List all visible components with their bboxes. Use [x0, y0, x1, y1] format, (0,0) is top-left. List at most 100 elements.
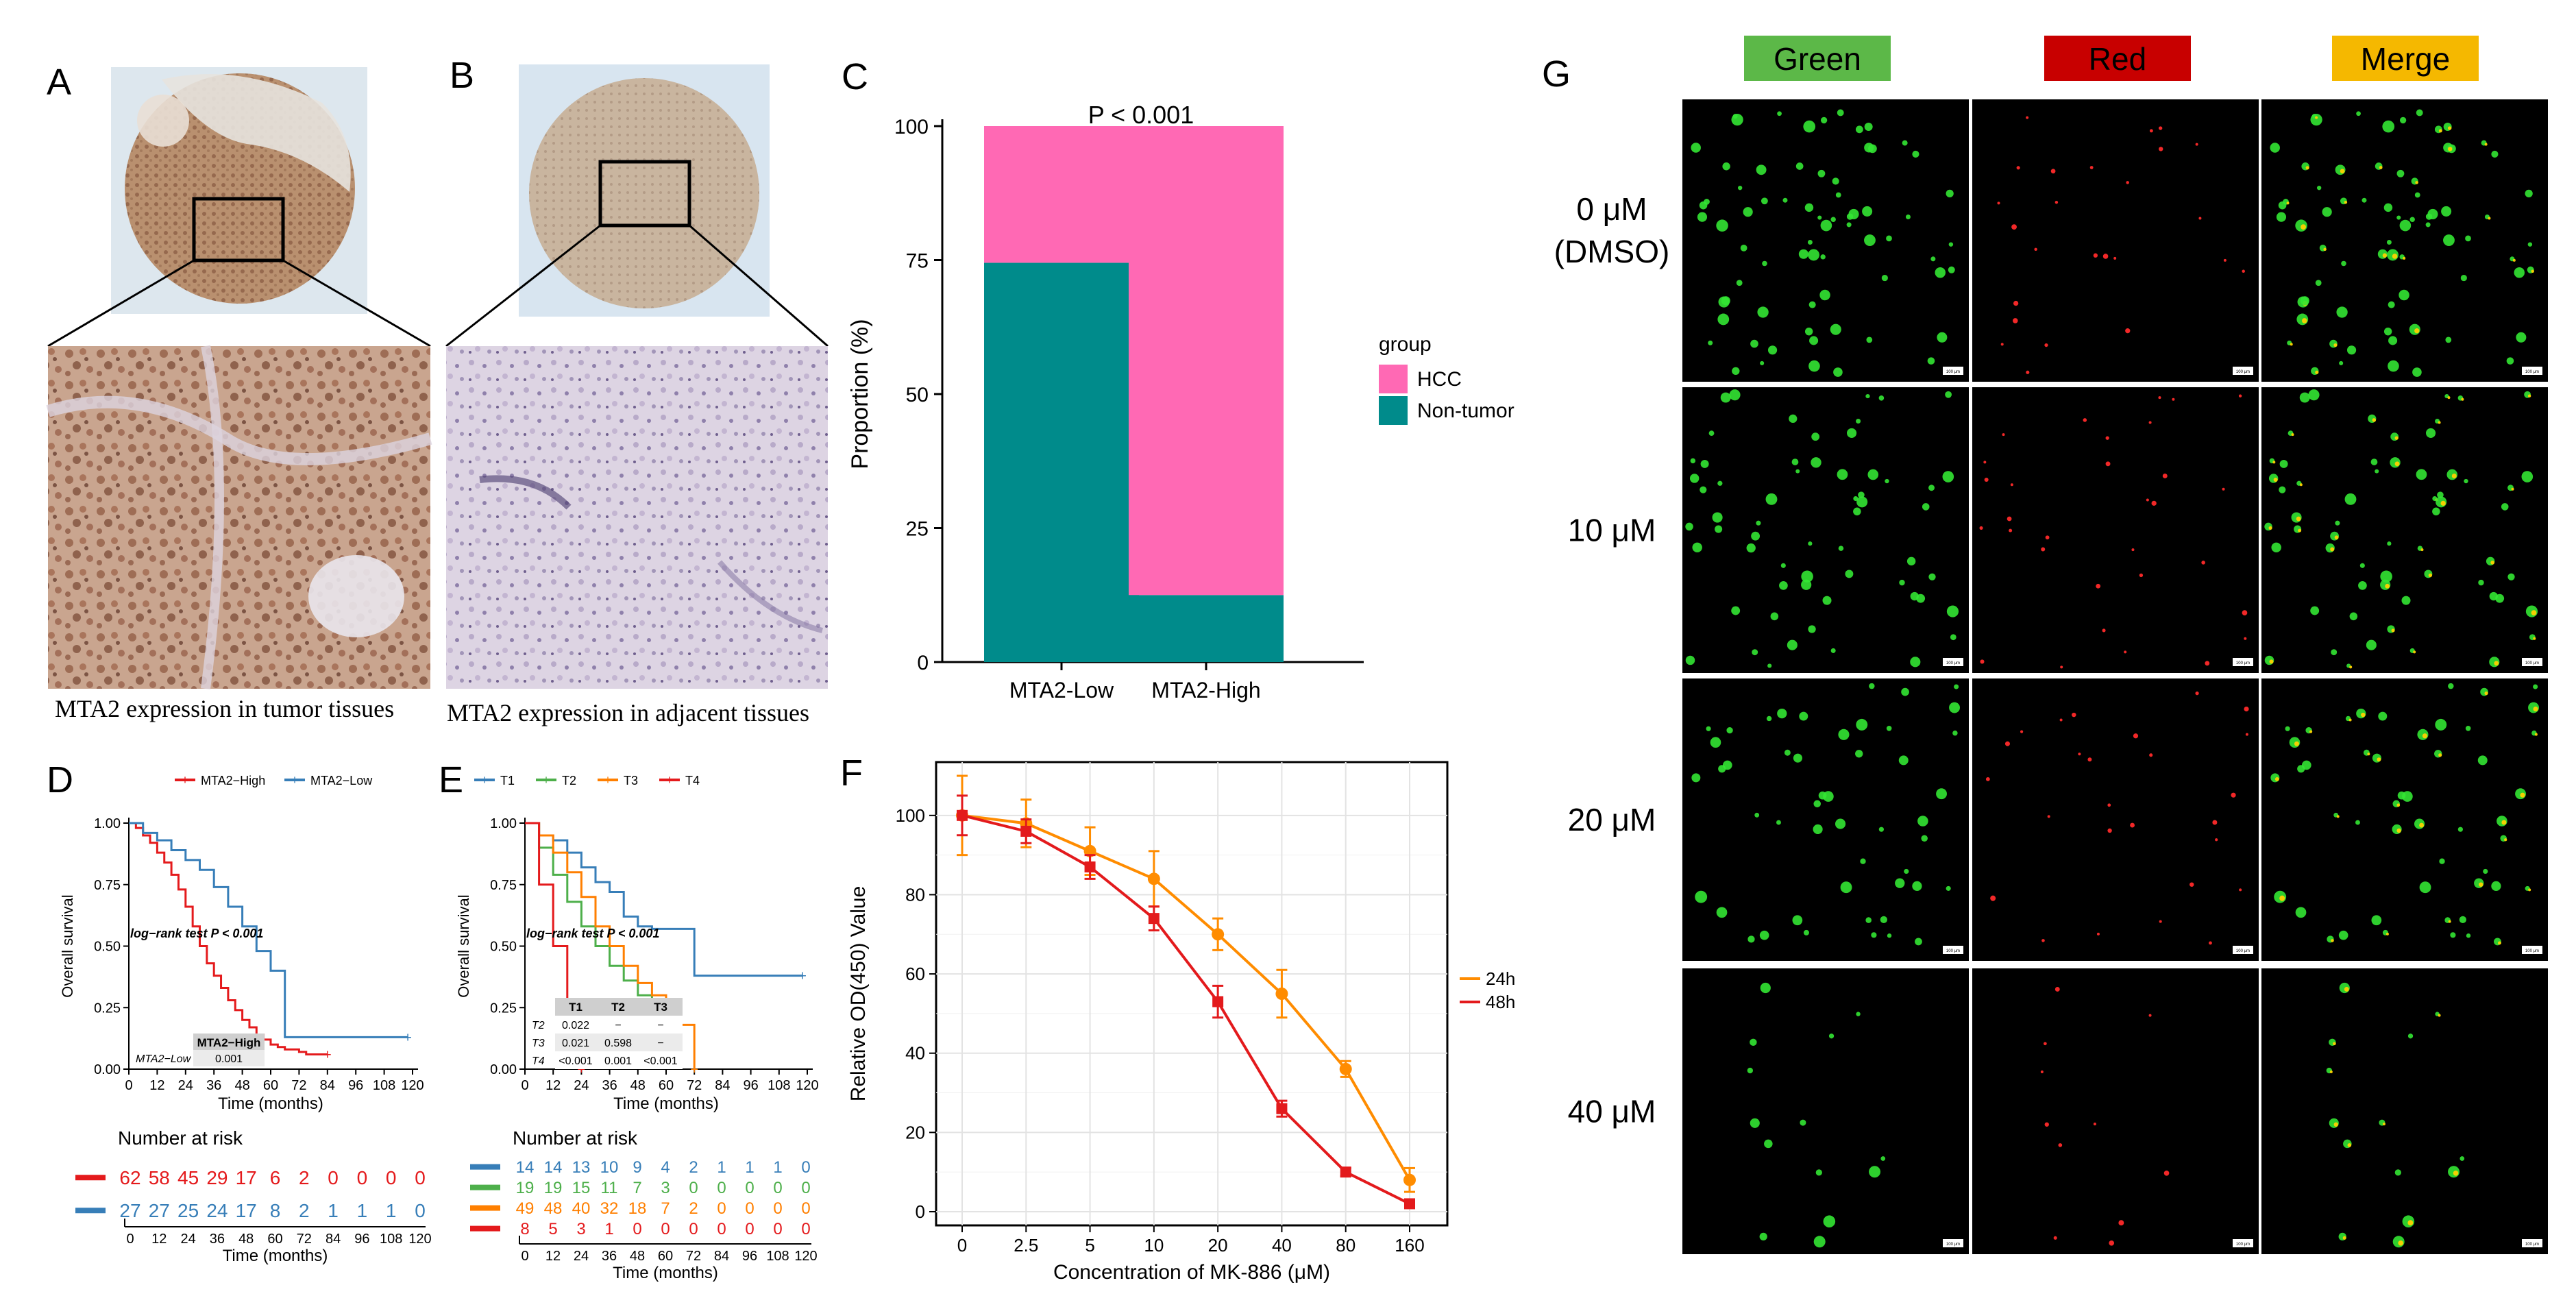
- scale-bar-label: 100 μm: [1946, 949, 1960, 953]
- cell-green: [1946, 189, 1954, 198]
- risk-count: 0: [773, 1199, 782, 1218]
- panel-label-f: F: [840, 753, 863, 794]
- cell-green: [1700, 459, 1709, 468]
- cell-green: [1954, 684, 1959, 689]
- cell-red: [2349, 665, 2353, 669]
- data-point: [1276, 1103, 1288, 1114]
- legend-label: T2: [562, 774, 576, 787]
- cell-green: [1716, 907, 1728, 918]
- data-point: [1084, 861, 1096, 872]
- risk-count: 0: [717, 1199, 726, 1218]
- cell-green: [1837, 109, 1844, 117]
- cell-red: [2422, 733, 2428, 739]
- cell-green: [1840, 881, 1852, 894]
- cell-green: [1846, 222, 1852, 228]
- pairwise-cell-bg: [193, 1050, 265, 1066]
- cell-red: [2382, 253, 2388, 258]
- cell-green: [1766, 715, 1772, 722]
- cell-green: [2425, 428, 2436, 439]
- cell-green: [2465, 725, 2471, 731]
- censor-mark: +: [404, 1030, 412, 1045]
- cell-green: [2459, 916, 2466, 923]
- legend-marker: +: [666, 773, 674, 787]
- cell-green: [1800, 1119, 1806, 1126]
- pairwise-header-bg: [193, 1033, 265, 1050]
- cell-red: [2201, 561, 2205, 565]
- cell-green: [2370, 458, 2378, 465]
- cell-green: [1764, 1139, 1773, 1149]
- scale-bar: [2233, 1239, 2253, 1247]
- cell-red: [2245, 733, 2248, 736]
- cell-green: [2371, 915, 2382, 926]
- cell-green: [2445, 337, 2452, 343]
- y-axis-title: Overall survival: [455, 894, 472, 997]
- cell-green: [1798, 249, 1808, 259]
- cell-green: [1830, 648, 1836, 653]
- y-tick-label: 0.00: [490, 1062, 517, 1077]
- cell-red: [2286, 201, 2290, 205]
- cell-red: [2054, 987, 2060, 992]
- risk-x-tick-label: 108: [766, 1249, 789, 1264]
- cell-green: [1746, 543, 1756, 553]
- survival-curve-t1: [525, 822, 803, 977]
- x-tick-label: 2.5: [1014, 1235, 1038, 1256]
- cell-red: [2438, 1014, 2441, 1017]
- cell-red: [2534, 733, 2538, 736]
- cell-green: [1856, 1012, 1861, 1016]
- cell-green: [2457, 827, 2463, 832]
- cell-green: [2300, 296, 2309, 306]
- cell-green: [2465, 235, 2471, 242]
- cell-red: [2212, 820, 2218, 825]
- scale-bar: [2233, 367, 2253, 375]
- cell-green: [1808, 541, 1813, 546]
- cell-green: [1819, 289, 1830, 301]
- risk-count: 14: [544, 1158, 563, 1177]
- risk-count: 3: [661, 1179, 670, 1197]
- cell-green: [2366, 639, 2377, 650]
- cell-red: [2044, 1042, 2047, 1046]
- cell-red: [2342, 1236, 2346, 1240]
- cell-green: [1699, 201, 1708, 210]
- cell-red: [2272, 461, 2276, 464]
- cell-green: [1928, 485, 1935, 491]
- risk-count: 6: [270, 1167, 281, 1188]
- risk-count: 0: [717, 1220, 726, 1238]
- cell-green: [1765, 493, 1778, 505]
- cell-green: [1856, 418, 1861, 424]
- cell-green: [1871, 932, 1877, 938]
- cell-red: [2130, 822, 2135, 828]
- risk-count: 10: [600, 1158, 619, 1177]
- risk-count: 0: [801, 1220, 810, 1238]
- risk-count: 17: [236, 1200, 257, 1221]
- cell-green: [2388, 301, 2395, 308]
- x-tick-label: 96: [348, 1078, 363, 1093]
- cell-red: [2440, 500, 2446, 506]
- cell-red: [2533, 706, 2538, 712]
- cell-red: [2504, 838, 2507, 842]
- data-point: [1275, 988, 1288, 1000]
- cell-red: [2344, 987, 2349, 992]
- legend-label: T3: [624, 774, 638, 787]
- dose-label: 20 μM: [1568, 802, 1656, 837]
- x-tick-label: 10: [1144, 1235, 1164, 1256]
- channel-label: Red: [2089, 41, 2146, 77]
- cell-green: [1937, 332, 1948, 343]
- panel-f-chart: 0 20 40 60 80 100 0 2.5 5 10 20 40 80 160 Concentratio…: [847, 761, 1515, 1284]
- cell-green: [1833, 367, 1843, 377]
- cell-green: [1927, 357, 1935, 365]
- cell-red: [2333, 343, 2338, 347]
- cell-green: [2336, 306, 2348, 318]
- cell-red: [2148, 1014, 2152, 1017]
- cell-green: [2425, 222, 2431, 228]
- data-point: [957, 809, 968, 821]
- cell-green: [1691, 143, 1701, 153]
- cell-red: [2059, 718, 2063, 722]
- cell-red: [2124, 650, 2127, 654]
- cell-green: [1751, 531, 1761, 541]
- cell-red: [2299, 483, 2303, 487]
- cell-green: [2407, 1033, 2414, 1039]
- legend-marker: +: [291, 773, 299, 787]
- cell-green: [1950, 634, 1956, 641]
- pairwise-row-header: T4: [532, 1055, 545, 1067]
- legend-label: T1: [500, 774, 515, 787]
